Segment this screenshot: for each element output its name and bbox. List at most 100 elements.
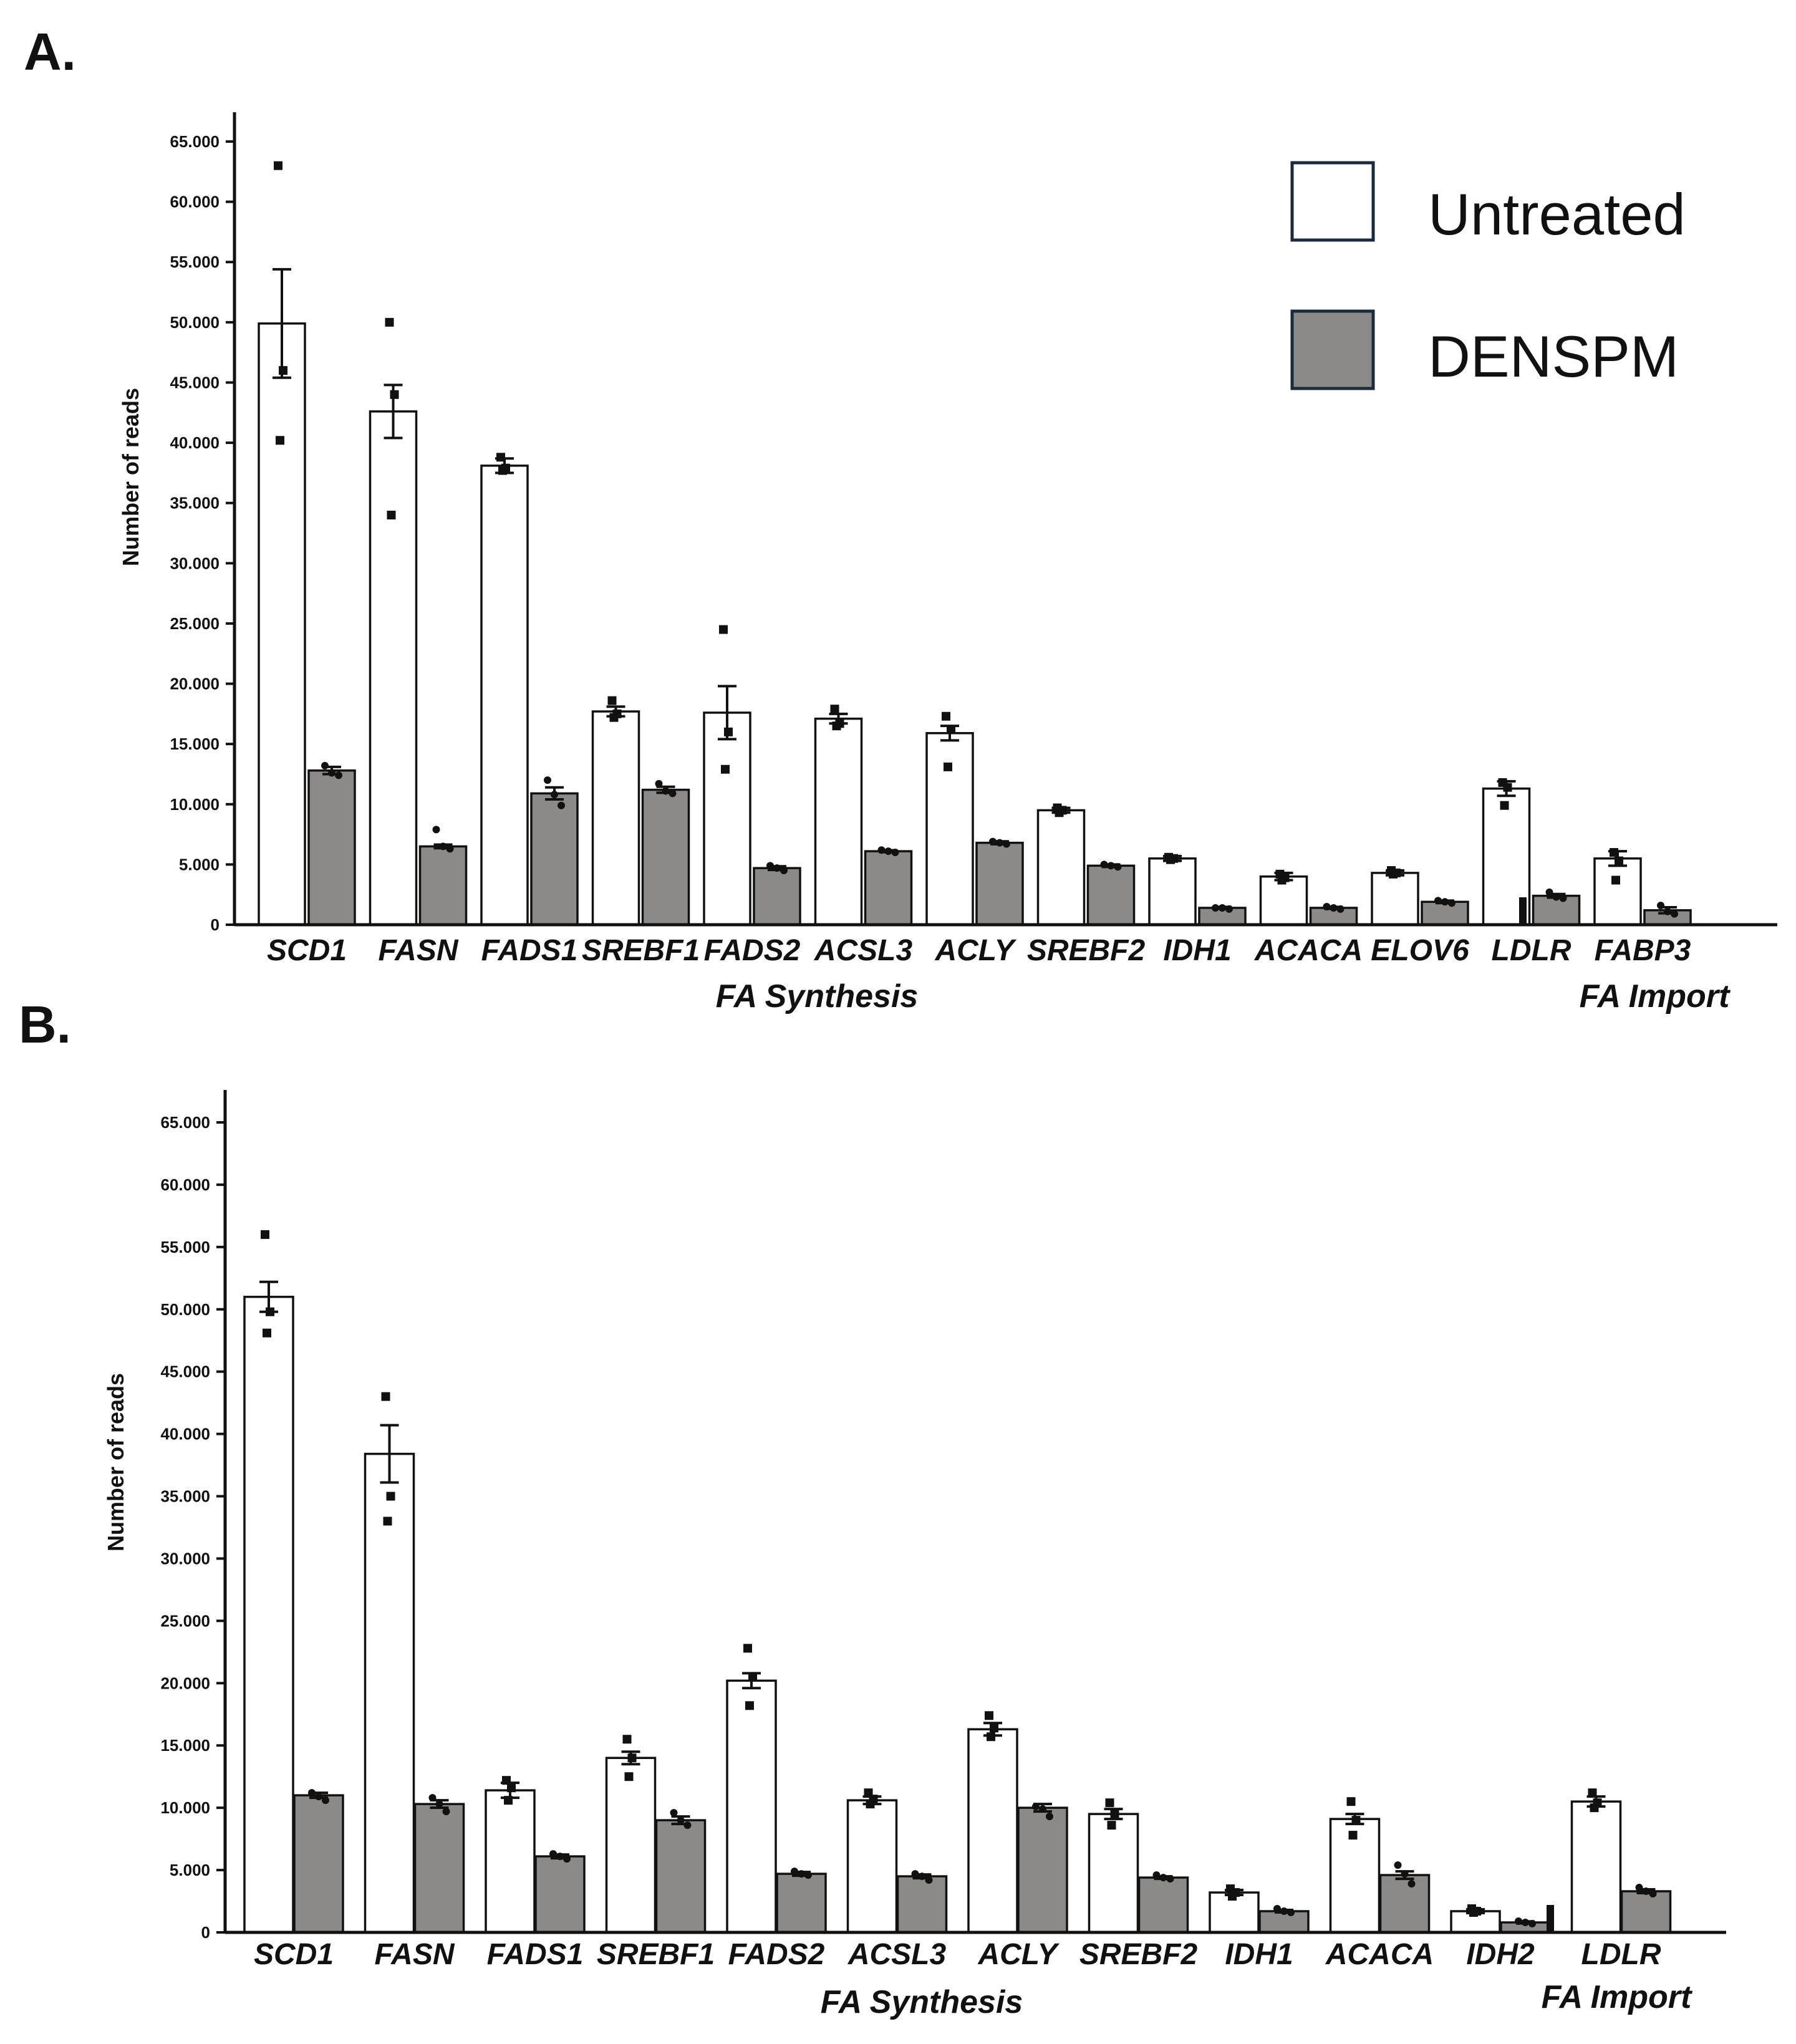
- panel-b-data-point: [383, 1516, 392, 1526]
- panel-b-group-label-fa-synthesis: FA Synthesis: [821, 1984, 1023, 2020]
- panel-b-data-point: [549, 1850, 557, 1858]
- panel-a-data-point: [544, 776, 551, 784]
- panel-a-data-point: [1559, 894, 1567, 902]
- panel-a-data-point: [1330, 904, 1338, 912]
- panel-b-data-point: [1469, 1908, 1478, 1917]
- panel-a-data-point: [335, 771, 342, 779]
- panel-a-bar-srebf2-denspm: [1086, 864, 1136, 926]
- panel-b-data-point: [683, 1821, 692, 1829]
- panel-a-group-label-fa-synthesis: FA Synthesis: [716, 978, 919, 1015]
- panel-a-data-point: [996, 839, 1003, 847]
- panel-b-bar-fasn-untreated: [364, 1452, 415, 1934]
- panel-b-data-point: [556, 1853, 564, 1861]
- panel-b-y-tick-label: 15.000: [160, 1736, 210, 1755]
- panel-b-data-point: [1528, 1920, 1536, 1928]
- panel-a-data-point: [884, 847, 892, 856]
- panel-b-data-point: [1152, 1871, 1161, 1879]
- panel-a-bar-srebf2-untreated: [1036, 809, 1086, 926]
- panel-a-x-tick-label: LDLR: [1492, 934, 1572, 967]
- panel-a-x-tick-label: FADS2: [704, 934, 801, 967]
- panel-b-data-point: [748, 1672, 757, 1682]
- panel-a-y-tick-label: 0: [211, 915, 220, 934]
- panel-b-data-point: [670, 1809, 678, 1817]
- panel-b-x-tick-label: FASN: [374, 1938, 455, 1971]
- panel-a-y-tick-label: 65.000: [170, 132, 220, 151]
- panel-a-data-point: [439, 842, 447, 851]
- panel-a-data-point: [1664, 907, 1671, 915]
- panel-b-bar-scd1-untreated: [243, 1296, 294, 1934]
- panel-b-bar-ldlr-denspm: [1620, 1890, 1672, 1934]
- panel-b-data-point: [624, 1772, 634, 1781]
- panel-a-data-point: [1003, 840, 1010, 848]
- panel-b-bar-ldlr-untreated: [1570, 1800, 1622, 1934]
- panel-b-x-tick-label: SREBF1: [597, 1938, 715, 1971]
- panel-a-data-point: [669, 789, 677, 798]
- panel-b-y-tick-label: 45.000: [160, 1362, 210, 1381]
- panel-a-y-tick-label: 5.000: [179, 855, 220, 874]
- panel-a-bar-fads1-untreated: [480, 465, 529, 926]
- panel-b-x-tick-label: IDH1: [1225, 1938, 1293, 1971]
- panel-b-group-separator: [1547, 1905, 1554, 1932]
- panel-b-data-point: [1273, 1905, 1281, 1913]
- panel-a-bar-scd1-denspm: [307, 769, 356, 926]
- panel-b-bar-fads1-denspm: [534, 1855, 586, 1934]
- panel-b-data-point: [261, 1230, 269, 1239]
- panel-b-data-point: [627, 1753, 637, 1763]
- panel-a-bar-acsl3-untreated: [814, 717, 863, 926]
- panel-a-group-separator: [1519, 897, 1527, 925]
- panel-b-y-tick-label: 50.000: [160, 1300, 210, 1319]
- panel-a-data-point: [1219, 904, 1226, 912]
- panel-a-y-tick-label: 25.000: [170, 614, 220, 633]
- panel-b-data-point: [866, 1800, 875, 1809]
- panel-b-data-point: [322, 1796, 329, 1805]
- panel-b-y-axis-label: Number of reads: [103, 1373, 128, 1551]
- panel-b-bar-fads1-untreated: [485, 1789, 536, 1934]
- panel-b-y-tick-label: 65.000: [160, 1113, 210, 1132]
- panel-b-x-tick-label: SREBF2: [1079, 1938, 1198, 1971]
- panel-b-data-point: [1107, 1821, 1116, 1830]
- panel-b-data-point: [1401, 1870, 1409, 1878]
- panel-a-data-point: [1615, 856, 1623, 865]
- panel-a-data-point: [1114, 863, 1122, 871]
- panel-a-data-point: [276, 436, 284, 445]
- panel-a-data-point: [558, 801, 565, 809]
- panel-b-data-point: [442, 1808, 450, 1816]
- panel-a-bar-srebf1-denspm: [641, 788, 690, 926]
- panel-a-y-axis-label: Number of reads: [118, 388, 143, 566]
- panel-a-data-point: [891, 849, 899, 857]
- panel-a-bar-fads2-untreated: [703, 711, 751, 926]
- panel-a-x-tick-label: SREBF1: [582, 934, 700, 967]
- panel-b-y-tick-label: 5.000: [170, 1861, 210, 1879]
- panel-a-data-point: [1166, 855, 1175, 864]
- panel-a-y-tick-label: 35.000: [170, 494, 220, 513]
- panel-b-y-tick-label: 0: [201, 1923, 210, 1942]
- panel-b: B. Number of reads 0 5.000 10.000 15.000 20.…: [19, 995, 1726, 2020]
- panel-a-x-tick-label: ACACA: [1254, 934, 1363, 967]
- panel-a-data-point: [944, 762, 952, 771]
- panel-b-y-tick-label: 30.000: [160, 1549, 210, 1568]
- panel-b-data-point: [622, 1735, 632, 1744]
- panel-a-x-tick-label: ELOV6: [1371, 934, 1469, 967]
- panel-b-data-point: [918, 1873, 926, 1881]
- panel-b-data-point: [925, 1876, 933, 1884]
- panel-b-bar-scd1-denspm: [293, 1794, 344, 1934]
- panel-b-data-point: [1110, 1810, 1119, 1819]
- panel-b-data-point: [1346, 1797, 1356, 1806]
- panel-b-data-point: [315, 1793, 322, 1801]
- panel-b-x-tick-label: FADS2: [728, 1938, 825, 1971]
- panel-a-y-tick-label: 40.000: [170, 433, 220, 452]
- panel-a-bar-acly-untreated: [925, 732, 974, 926]
- panel-b-y-tick-label: 35.000: [160, 1487, 210, 1506]
- panel-a-data-point: [830, 705, 839, 714]
- panel-a-data-point: [1434, 897, 1442, 905]
- panel-a-data-point: [1212, 904, 1219, 912]
- panel-b-data-point: [266, 1307, 274, 1316]
- legend-swatch-untreated: [1290, 161, 1375, 242]
- panel-b-bar-acsl3-denspm: [896, 1875, 948, 1934]
- panel-a-data-point: [274, 161, 282, 170]
- panel-a-data-point: [1055, 808, 1064, 817]
- panel-a-data-point: [328, 769, 336, 777]
- panel-a-data-point: [662, 787, 670, 795]
- panel-a-data-point: [607, 696, 617, 705]
- panel-a-x-tick-label: SREBF2: [1027, 934, 1146, 967]
